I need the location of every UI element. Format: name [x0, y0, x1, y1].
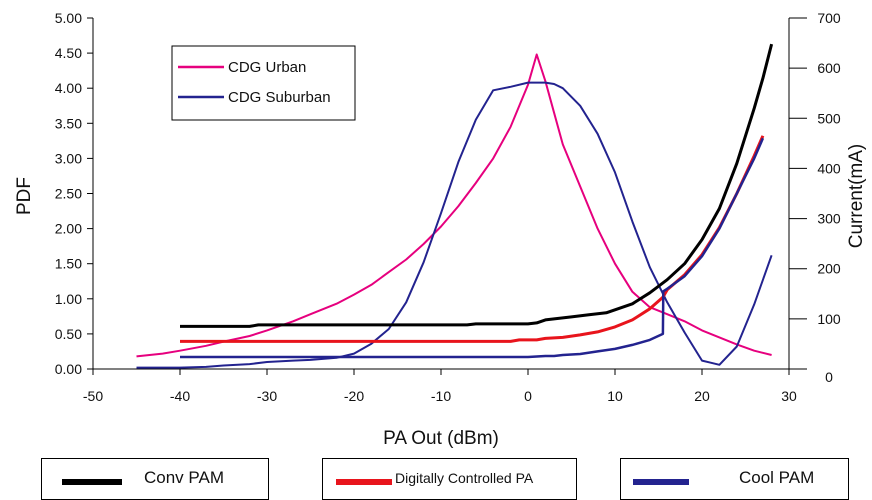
y-right-tick-label: 300: [817, 211, 841, 227]
x-tick-label: -20: [344, 388, 364, 404]
series-line-cdg-suburban: [136, 81, 773, 369]
x-tick-label: -50: [83, 388, 103, 404]
inner-legend-frame: [171, 45, 356, 121]
y-left-tick-label: 0.50: [55, 326, 82, 342]
series-line-conv-pam: [180, 43, 774, 328]
y-left-tick-label: 2.50: [55, 186, 82, 202]
series-line-cool-pam: [180, 137, 765, 359]
y-right-tick-label: 600: [817, 60, 841, 76]
y-left-tick-label: 1.00: [55, 291, 82, 307]
y-left-tick-label: 4.00: [55, 80, 82, 96]
legend-label-cdg-suburban: CDG Suburban: [228, 89, 331, 106]
x-tick-label: 0: [524, 388, 532, 404]
y-right-tick-label: 400: [817, 160, 841, 176]
series-line-cdg-urban: [136, 53, 772, 358]
y-right-tick-label: 100: [817, 311, 841, 327]
y-left-tick-label: 3.50: [55, 115, 82, 131]
series-line-digitally-controlled-pa: [180, 135, 765, 343]
legend-swatch-conv-pam: [62, 479, 122, 485]
legend-swatch-cool-pam: [633, 479, 689, 485]
legend-label-cool-pam: Cool PAM: [739, 468, 815, 487]
right-axis: 0 100 200 300 400 500 600 700: [788, 10, 841, 385]
legend-digitally-controlled-pa: Digitally Controlled PA: [322, 458, 577, 500]
y-left-tick-label: 3.00: [55, 150, 82, 166]
x-tick-label: -30: [257, 388, 277, 404]
y-right-tick-label: 0: [825, 369, 833, 385]
y-axis-left-title: PDF: [14, 177, 35, 215]
legend-label-cdg-urban: CDG Urban: [228, 59, 306, 76]
y-left-tick-label: 0.00: [55, 361, 82, 377]
legend-label-conv-pam: Conv PAM: [144, 468, 224, 487]
series-layer: [136, 43, 774, 369]
y-left-tick-label: 1.50: [55, 256, 82, 272]
x-tick-label: -40: [170, 388, 190, 404]
left-axis: 0.00 0.50 1.00 1.50 2.00 2.50 3.00 3.50 4.00 4.50…: [55, 10, 94, 377]
x-tick-label: 20: [694, 388, 710, 404]
legend-label-digitally-controlled-pa: Digitally Controlled PA: [395, 470, 534, 486]
legend-swatch-digitally-controlled-pa: [336, 479, 392, 485]
inner-legend: CDG Urban CDG Suburban: [171, 45, 356, 121]
chart: 0.00 0.50 1.00 1.50 2.00 2.50 3.00 3.50 4.00 4.50…: [14, 10, 867, 449]
bottom-axis: -50 -40 -30 -20 -10 0 10 20 30: [83, 368, 797, 404]
legend-cool-pam: Cool PAM: [620, 458, 849, 500]
x-tick-label: 10: [607, 388, 623, 404]
y-right-tick-label: 700: [817, 10, 841, 26]
y-right-tick-label: 500: [817, 110, 841, 126]
y-axis-right-title: Current(mA): [846, 144, 867, 249]
y-right-tick-label: 200: [817, 261, 841, 277]
y-left-tick-label: 5.00: [55, 10, 82, 26]
legend-conv-pam: Conv PAM: [41, 458, 269, 500]
x-tick-label: -10: [431, 388, 451, 404]
x-tick-label: 30: [781, 388, 797, 404]
y-left-tick-label: 2.00: [55, 221, 82, 237]
y-left-tick-label: 4.50: [55, 45, 82, 61]
x-axis-title: PA Out (dBm): [383, 428, 499, 449]
